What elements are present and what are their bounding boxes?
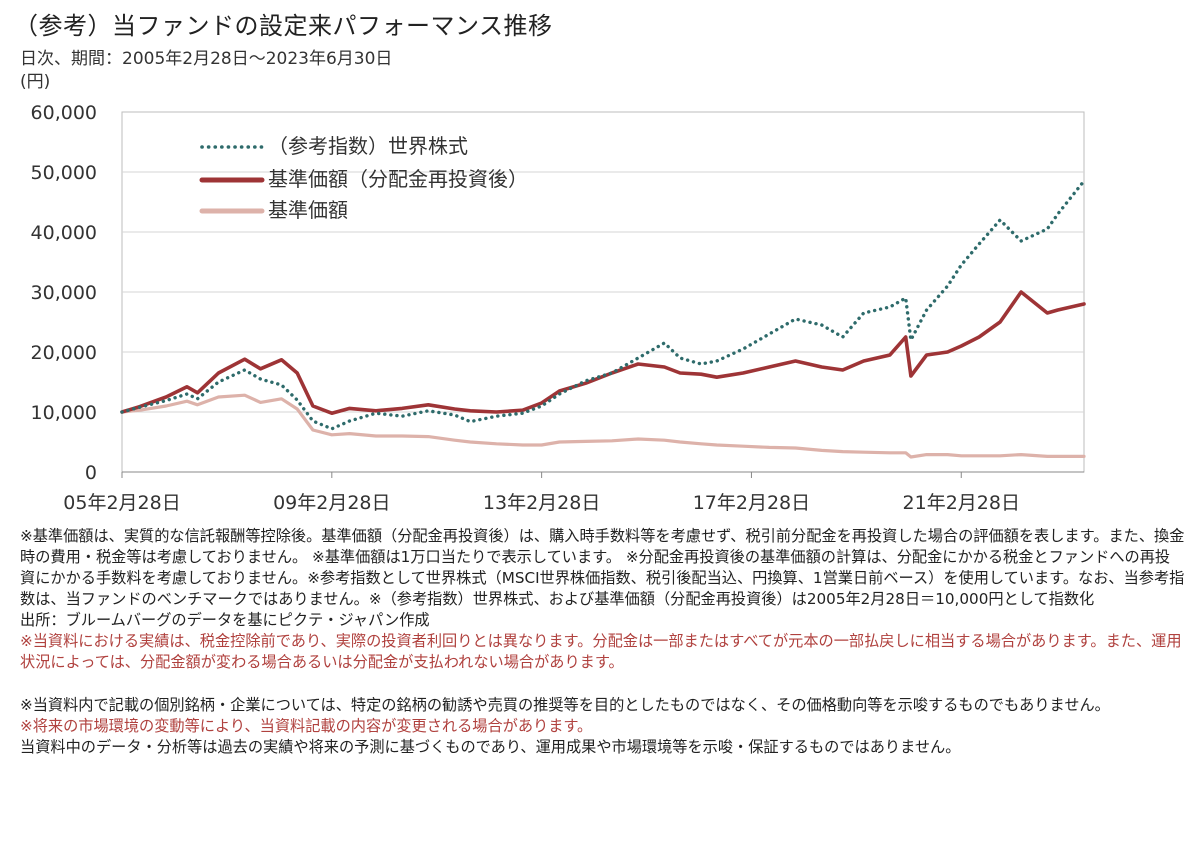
footnote-source: 出所：ブルームバーグのデータを基にピクテ・ジャパン作成 — [20, 611, 430, 629]
footnote-market-change: ※将来の市場環境の変動等により、当資料記載の内容が変更される場合があります。 — [20, 717, 593, 735]
series-lines — [120, 179, 1086, 459]
chart-subtitle: 日次、期間：2005年2月28日～2023年6月30日 — [20, 49, 393, 69]
x-tick-label: 17年2月28日 — [693, 492, 810, 514]
y-tick-label: 50,000 — [31, 162, 97, 184]
x-tick-label: 13年2月28日 — [483, 492, 600, 514]
y-axis-ticks: 0 10,000 20,000 30,000 40,000 50,000 60,000 — [31, 102, 97, 484]
footnote-performance-warning: ※当資料における実績は、税金控除前であり、実際の投資者利回りとは異なります。分配… — [20, 632, 1182, 671]
footnote-disclaimer: 当資料中のデータ・分析等は過去の実績や将来の予測に基づくものであり、運用成果や市… — [20, 738, 961, 756]
footnotes: ※基準価額は、実質的な信託報酬等控除後。基準価額（分配金再投資後）は、購入時手数… — [20, 526, 1185, 758]
footnote-securities: ※当資料内で記載の個別銘柄・企業については、特定の銘柄の勧誘や売買の推奨等を目的… — [20, 696, 1110, 714]
series-line-0 — [120, 179, 1086, 431]
y-tick-label: 20,000 — [31, 342, 97, 364]
y-axis-unit: (円) — [20, 72, 51, 92]
legend-label: 基準価額（分配金再投資後） — [268, 167, 528, 191]
footnote-nav: ※基準価額は、実質的な信託報酬等控除後。基準価額（分配金再投資後）は、購入時手数… — [20, 527, 1185, 608]
x-tick-label: 09年2月28日 — [273, 492, 390, 514]
series-line-2 — [120, 393, 1086, 459]
legend-label: 基準価額 — [268, 198, 348, 222]
y-tick-label: 40,000 — [31, 222, 97, 244]
x-axis-ticks: 05年2月28日 09年2月28日 13年2月28日 17年2月28日 21年2月28日 — [63, 471, 1084, 514]
x-tick-label: 05年2月28日 — [63, 492, 180, 514]
y-tick-label: 30,000 — [31, 282, 97, 304]
page-title: （参考）当ファンドの設定来パフォーマンス推移 — [14, 12, 553, 40]
y-tick-label: 60,000 — [31, 102, 97, 124]
performance-chart: 0 10,000 20,000 30,000 40,000 50,000 60,000 05… — [31, 102, 1086, 514]
x-tick-label: 21年2月28日 — [903, 492, 1020, 514]
y-tick-label: 10,000 — [31, 402, 97, 424]
grid-lines — [122, 171, 1084, 413]
y-tick-label: 0 — [85, 462, 97, 484]
legend-label: （参考指数）世界株式 — [268, 134, 468, 158]
